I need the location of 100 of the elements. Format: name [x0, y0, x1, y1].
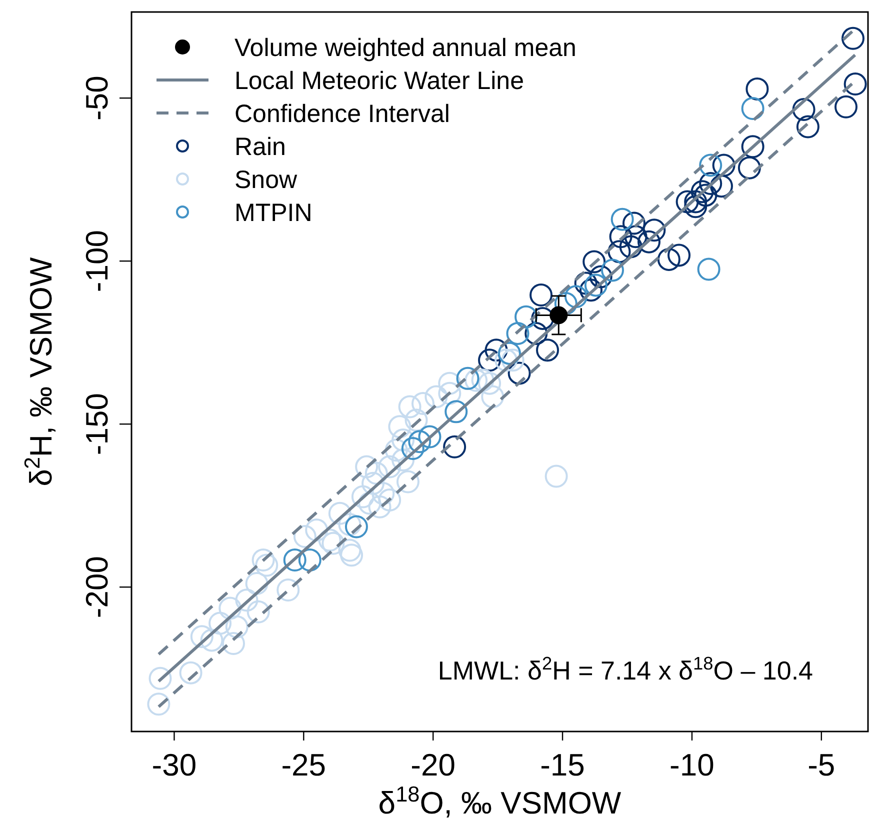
point	[398, 395, 422, 418]
point	[564, 285, 588, 308]
point	[584, 274, 608, 297]
point	[741, 97, 764, 120]
annotation: LMWL: δ$^{2}$H = 7.14 x δ$^{18}$O – 10.4	[438, 654, 813, 686]
legend-label: Local Meteoric Water Line	[234, 67, 524, 95]
point	[351, 485, 374, 508]
point	[792, 98, 816, 121]
point	[694, 184, 718, 207]
point	[481, 385, 504, 408]
point	[340, 544, 364, 567]
point	[582, 250, 606, 274]
point	[494, 348, 518, 372]
point	[222, 632, 245, 655]
point	[690, 180, 714, 204]
point	[444, 400, 468, 424]
point	[408, 430, 432, 454]
point	[148, 666, 172, 690]
point	[642, 218, 666, 242]
point	[208, 612, 232, 635]
point	[501, 348, 524, 372]
point	[147, 692, 170, 716]
y-tick-label: -50	[80, 76, 114, 120]
x-tick-label: -15	[540, 748, 585, 782]
point	[456, 366, 480, 390]
point	[478, 348, 502, 372]
point	[536, 338, 560, 362]
point	[298, 548, 322, 572]
point	[322, 532, 345, 555]
y-tick-label: -200	[80, 556, 114, 618]
point	[218, 596, 242, 620]
point	[550, 306, 568, 324]
point	[338, 512, 362, 536]
x-tick-label: -30	[152, 748, 197, 782]
legend-label: Volume weighted annual mean	[234, 34, 576, 62]
point	[245, 572, 268, 595]
point	[580, 278, 603, 302]
point	[484, 338, 508, 362]
point	[712, 154, 736, 177]
point	[589, 265, 612, 288]
point	[544, 464, 568, 488]
point	[179, 661, 202, 684]
point	[637, 230, 660, 254]
point	[384, 438, 408, 462]
point	[396, 470, 420, 494]
point	[276, 578, 300, 602]
point	[514, 305, 538, 328]
point	[404, 408, 428, 432]
legend-label: Confidence Interval	[234, 100, 450, 128]
point	[368, 495, 392, 518]
x-tick-label: -20	[410, 748, 456, 782]
point	[668, 244, 691, 267]
point	[471, 368, 494, 392]
point	[443, 435, 466, 458]
x-tick-label: -10	[670, 748, 714, 782]
point	[190, 625, 214, 648]
point	[796, 115, 820, 138]
y-tick-label: -150	[80, 393, 114, 456]
point	[531, 306, 554, 330]
point	[424, 385, 448, 408]
point	[699, 172, 722, 195]
point	[609, 225, 632, 248]
point	[506, 322, 530, 345]
point	[338, 538, 362, 562]
point	[710, 174, 733, 198]
point	[225, 615, 248, 638]
point	[524, 322, 548, 345]
point	[498, 342, 521, 365]
point	[328, 502, 352, 525]
point	[418, 425, 442, 448]
point	[834, 95, 858, 118]
point	[392, 428, 415, 452]
point	[478, 372, 502, 395]
legend-label: Rain	[234, 133, 286, 161]
point	[411, 392, 434, 416]
point	[438, 372, 462, 395]
point	[508, 362, 531, 385]
point	[378, 488, 402, 512]
point	[378, 455, 402, 478]
legend-label: MTPIN	[234, 199, 312, 227]
point	[235, 588, 258, 612]
point	[610, 208, 634, 231]
point	[362, 472, 385, 495]
legend-label: Snow	[234, 166, 298, 194]
point	[619, 235, 642, 258]
y-tick-label: -100	[80, 230, 114, 292]
point	[344, 515, 368, 538]
point	[255, 554, 278, 577]
point	[699, 154, 722, 177]
point	[252, 548, 275, 572]
x-axis-title: δ$^{18}$O, ‰ VSMOW	[378, 781, 622, 820]
point	[355, 455, 378, 478]
point	[684, 195, 708, 218]
point	[530, 283, 553, 306]
x-tick-label: -5	[808, 748, 836, 782]
point	[741, 135, 764, 158]
point	[697, 258, 720, 281]
point	[600, 258, 624, 282]
point	[622, 212, 646, 235]
point	[608, 240, 631, 264]
